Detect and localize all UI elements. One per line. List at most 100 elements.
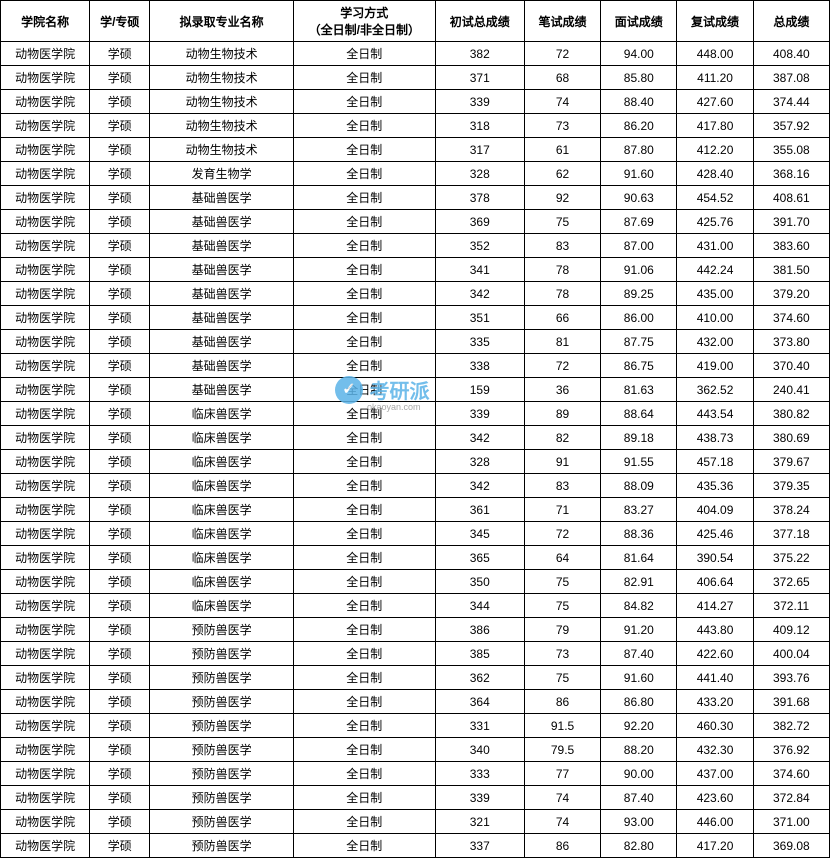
cell-score4: 406.64 (677, 570, 753, 594)
table-row: 动物医学院学硕预防兽医学全日制3627591.60441.40393.76 (1, 666, 830, 690)
table-row: 动物医学院学硕预防兽医学全日制3378682.80417.20369.08 (1, 834, 830, 858)
cell-score5: 379.20 (753, 282, 829, 306)
cell-college: 动物医学院 (1, 186, 90, 210)
cell-college: 动物医学院 (1, 426, 90, 450)
cell-score5: 368.16 (753, 162, 829, 186)
cell-major: 预防兽医学 (150, 810, 294, 834)
cell-score5: 408.40 (753, 42, 829, 66)
cell-score3: 81.64 (601, 546, 677, 570)
cell-score5: 391.68 (753, 690, 829, 714)
header-score3: 面试成绩 (601, 1, 677, 42)
cell-score1: 333 (435, 762, 524, 786)
cell-type: 学硕 (90, 114, 150, 138)
cell-major: 基础兽医学 (150, 306, 294, 330)
cell-score3: 88.40 (601, 90, 677, 114)
cell-score2: 72 (524, 522, 600, 546)
cell-score5: 379.35 (753, 474, 829, 498)
cell-major: 发育生物学 (150, 162, 294, 186)
table-row: 动物医学院学硕预防兽医学全日制34079.588.20432.30376.92 (1, 738, 830, 762)
cell-score3: 90.00 (601, 762, 677, 786)
cell-type: 学硕 (90, 450, 150, 474)
cell-score1: 339 (435, 90, 524, 114)
cell-score3: 90.63 (601, 186, 677, 210)
cell-score3: 86.20 (601, 114, 677, 138)
cell-score3: 89.18 (601, 426, 677, 450)
cell-score5: 369.08 (753, 834, 829, 858)
cell-score5: 357.92 (753, 114, 829, 138)
cell-college: 动物医学院 (1, 666, 90, 690)
cell-score2: 83 (524, 234, 600, 258)
cell-score2: 86 (524, 690, 600, 714)
cell-score1: 364 (435, 690, 524, 714)
cell-mode: 全日制 (294, 834, 436, 858)
table-row: 动物医学院学硕临床兽医学全日制3457288.36425.46377.18 (1, 522, 830, 546)
cell-type: 学硕 (90, 666, 150, 690)
cell-score2: 75 (524, 570, 600, 594)
cell-mode: 全日制 (294, 450, 436, 474)
cell-score3: 88.09 (601, 474, 677, 498)
cell-college: 动物医学院 (1, 690, 90, 714)
cell-mode: 全日制 (294, 234, 436, 258)
table-row: 动物医学院学硕预防兽医学全日制3857387.40422.60400.04 (1, 642, 830, 666)
cell-type: 学硕 (90, 714, 150, 738)
table-row: 动物医学院学硕动物生物技术全日制3187386.20417.80357.92 (1, 114, 830, 138)
cell-major: 基础兽医学 (150, 354, 294, 378)
cell-college: 动物医学院 (1, 546, 90, 570)
cell-score3: 94.00 (601, 42, 677, 66)
cell-college: 动物医学院 (1, 282, 90, 306)
cell-major: 临床兽医学 (150, 594, 294, 618)
cell-score4: 435.36 (677, 474, 753, 498)
cell-major: 预防兽医学 (150, 762, 294, 786)
cell-type: 学硕 (90, 570, 150, 594)
cell-college: 动物医学院 (1, 738, 90, 762)
header-score5: 总成绩 (753, 1, 829, 42)
cell-score3: 86.00 (601, 306, 677, 330)
cell-score3: 88.36 (601, 522, 677, 546)
cell-type: 学硕 (90, 258, 150, 282)
cell-score2: 66 (524, 306, 600, 330)
cell-score4: 410.00 (677, 306, 753, 330)
cell-score4: 362.52 (677, 378, 753, 402)
cell-score4: 425.76 (677, 210, 753, 234)
cell-college: 动物医学院 (1, 786, 90, 810)
cell-mode: 全日制 (294, 642, 436, 666)
cell-college: 动物医学院 (1, 66, 90, 90)
cell-score1: 340 (435, 738, 524, 762)
cell-major: 临床兽医学 (150, 546, 294, 570)
cell-mode: 全日制 (294, 210, 436, 234)
cell-score4: 423.60 (677, 786, 753, 810)
cell-score1: 352 (435, 234, 524, 258)
cell-type: 学硕 (90, 762, 150, 786)
table-row: 动物医学院学硕预防兽医学全日制3648686.80433.20391.68 (1, 690, 830, 714)
cell-college: 动物医学院 (1, 810, 90, 834)
cell-college: 动物医学院 (1, 210, 90, 234)
cell-score3: 85.80 (601, 66, 677, 90)
table-row: 动物医学院学硕动物生物技术全日制3827294.00448.00408.40 (1, 42, 830, 66)
cell-score5: 377.18 (753, 522, 829, 546)
cell-score5: 380.69 (753, 426, 829, 450)
cell-mode: 全日制 (294, 282, 436, 306)
cell-college: 动物医学院 (1, 138, 90, 162)
header-major: 拟录取专业名称 (150, 1, 294, 42)
cell-score4: 457.18 (677, 450, 753, 474)
cell-score5: 371.00 (753, 810, 829, 834)
cell-score4: 448.00 (677, 42, 753, 66)
cell-score2: 82 (524, 426, 600, 450)
cell-major: 预防兽医学 (150, 690, 294, 714)
cell-major: 临床兽医学 (150, 450, 294, 474)
cell-score2: 79.5 (524, 738, 600, 762)
cell-score5: 372.65 (753, 570, 829, 594)
cell-mode: 全日制 (294, 378, 436, 402)
cell-type: 学硕 (90, 42, 150, 66)
cell-mode: 全日制 (294, 618, 436, 642)
cell-score4: 441.40 (677, 666, 753, 690)
cell-college: 动物医学院 (1, 594, 90, 618)
cell-college: 动物医学院 (1, 42, 90, 66)
cell-major: 动物生物技术 (150, 66, 294, 90)
cell-type: 学硕 (90, 378, 150, 402)
cell-major: 临床兽医学 (150, 522, 294, 546)
cell-mode: 全日制 (294, 594, 436, 618)
table-row: 动物医学院学硕临床兽医学全日制3617183.27404.09378.24 (1, 498, 830, 522)
cell-score2: 91.5 (524, 714, 600, 738)
cell-score4: 419.00 (677, 354, 753, 378)
